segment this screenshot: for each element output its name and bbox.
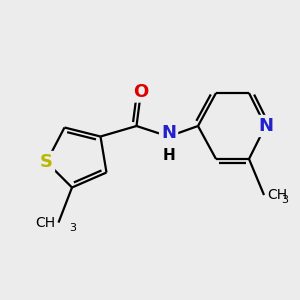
Text: 3: 3 [69,223,76,233]
Text: N: N [161,124,176,142]
Text: H: H [162,148,175,164]
Text: N: N [258,117,273,135]
Text: CH: CH [35,216,56,230]
Text: S: S [40,153,53,171]
Text: O: O [134,82,148,100]
Text: 3: 3 [281,195,288,206]
Text: CH: CH [267,188,287,202]
